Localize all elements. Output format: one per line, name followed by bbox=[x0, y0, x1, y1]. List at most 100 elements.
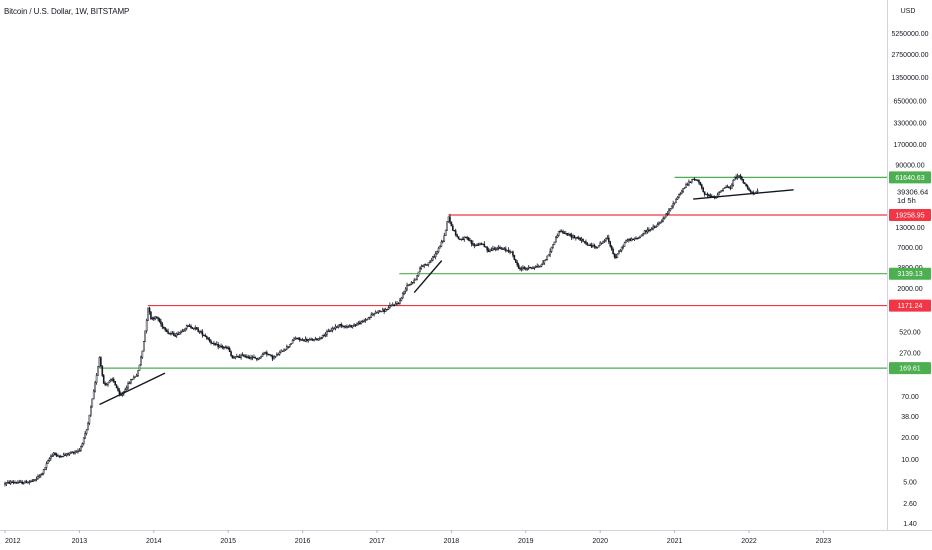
svg-text:61640.63: 61640.63 bbox=[895, 175, 924, 182]
candle bbox=[240, 353, 242, 360]
candle bbox=[313, 339, 315, 342]
candle bbox=[105, 382, 108, 386]
candle bbox=[540, 263, 543, 268]
candle bbox=[606, 235, 609, 240]
candle bbox=[630, 237, 633, 242]
candle bbox=[91, 398, 94, 408]
candle bbox=[646, 227, 649, 234]
candle bbox=[250, 354, 252, 361]
candle bbox=[200, 329, 202, 334]
candle bbox=[376, 311, 378, 314]
candle bbox=[29, 480, 32, 483]
candle bbox=[195, 327, 198, 330]
candle bbox=[482, 243, 484, 246]
candle bbox=[520, 266, 523, 272]
candle bbox=[297, 337, 300, 341]
y-tick-label: 170000.00 bbox=[893, 142, 926, 149]
candle bbox=[273, 355, 275, 360]
candle bbox=[135, 373, 138, 377]
candle bbox=[741, 175, 743, 181]
candle bbox=[95, 372, 98, 385]
candle bbox=[479, 242, 481, 246]
candle bbox=[207, 336, 209, 341]
candle bbox=[421, 264, 424, 267]
candle bbox=[128, 381, 131, 385]
candle bbox=[257, 357, 260, 361]
candle bbox=[339, 324, 341, 328]
candle bbox=[603, 239, 606, 244]
candle bbox=[17, 480, 19, 484]
candle bbox=[371, 312, 374, 316]
candle bbox=[645, 229, 647, 235]
candle bbox=[612, 247, 614, 255]
candle bbox=[572, 234, 574, 240]
candle bbox=[434, 251, 437, 260]
candle bbox=[145, 318, 148, 334]
candle bbox=[609, 240, 612, 248]
candle bbox=[330, 327, 333, 332]
candle bbox=[456, 233, 458, 238]
candle bbox=[177, 331, 179, 335]
candle bbox=[233, 355, 235, 359]
time-axis[interactable]: 2012 2013 2014 2015 2016 2017 2018 2019 2020 2021… bbox=[4, 530, 831, 545]
candle bbox=[582, 238, 584, 242]
candle bbox=[333, 326, 335, 330]
candle bbox=[494, 246, 497, 252]
candle bbox=[526, 267, 529, 271]
candle bbox=[504, 246, 507, 253]
candle bbox=[722, 188, 725, 192]
candle bbox=[443, 232, 446, 243]
candle bbox=[167, 328, 169, 335]
candle bbox=[318, 336, 321, 341]
candle bbox=[426, 264, 428, 267]
candle bbox=[618, 250, 620, 255]
candle bbox=[286, 344, 288, 351]
candle bbox=[208, 337, 211, 343]
candle bbox=[433, 254, 436, 258]
candle bbox=[283, 348, 285, 352]
candle bbox=[384, 307, 387, 312]
trendline[interactable] bbox=[413, 260, 443, 294]
candle bbox=[334, 324, 337, 331]
candle bbox=[165, 328, 168, 333]
candle bbox=[672, 200, 674, 209]
candle bbox=[287, 346, 290, 349]
candle bbox=[542, 259, 544, 266]
candle bbox=[373, 313, 375, 317]
candle bbox=[288, 344, 291, 348]
candle bbox=[237, 355, 240, 358]
candle bbox=[529, 266, 531, 269]
candle bbox=[453, 229, 456, 232]
candle bbox=[344, 325, 347, 329]
candle bbox=[452, 224, 454, 232]
candle bbox=[733, 176, 736, 181]
candle bbox=[137, 370, 139, 377]
candle bbox=[304, 336, 307, 343]
candle bbox=[260, 355, 262, 359]
candle bbox=[547, 254, 550, 257]
y-tick-label: 2000.00 bbox=[897, 286, 922, 293]
candle bbox=[477, 242, 480, 247]
candle bbox=[743, 182, 746, 185]
candle bbox=[160, 318, 162, 327]
candle bbox=[271, 354, 274, 362]
trendline[interactable] bbox=[99, 372, 166, 406]
candle bbox=[399, 298, 401, 305]
candle bbox=[602, 240, 604, 244]
candle bbox=[349, 323, 351, 328]
candle bbox=[276, 352, 278, 357]
candle bbox=[184, 327, 187, 332]
y-tick-label: 13000.00 bbox=[895, 225, 924, 232]
candle bbox=[82, 437, 85, 446]
candle bbox=[696, 179, 699, 182]
candle bbox=[748, 187, 750, 191]
candle bbox=[679, 192, 682, 196]
trendline[interactable] bbox=[693, 189, 794, 200]
candle bbox=[211, 342, 214, 344]
candle bbox=[680, 189, 683, 195]
candle bbox=[84, 431, 86, 440]
candle bbox=[225, 345, 228, 350]
candle bbox=[101, 365, 104, 377]
candle bbox=[532, 265, 534, 270]
